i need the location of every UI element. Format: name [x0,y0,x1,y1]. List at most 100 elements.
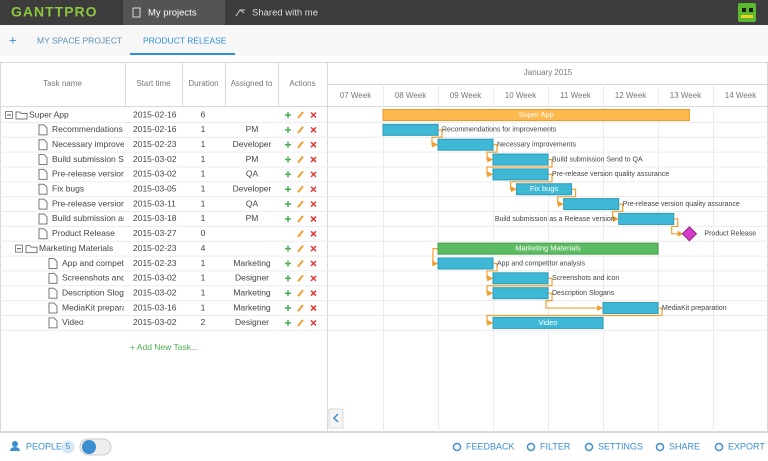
task-bar[interactable] [492,272,549,285]
edit[interactable] [297,111,304,119]
task-name[interactable]: Recommendations for improvements [52,124,191,134]
task-name[interactable]: MediaKit preparation [62,302,141,312]
action-icon [714,442,724,452]
task-name[interactable]: Video [62,317,84,327]
delete[interactable] [310,245,317,252]
task-bar[interactable] [602,302,659,315]
folder-icon [25,245,38,254]
task-bar[interactable] [492,287,549,300]
task-name[interactable]: Product Release [52,228,115,238]
footer-action[interactable]: FILTER [540,441,571,451]
task-name[interactable]: Necessary improvements [52,139,148,149]
people-button[interactable]: PEOPLE [26,441,62,451]
task-bar[interactable] [492,153,549,166]
edit[interactable] [297,259,304,268]
add-task[interactable]: + Add New Task... [130,342,198,352]
week-label: 12 Week [615,91,647,100]
task-name[interactable]: Fix bugs [52,184,84,194]
edit[interactable] [297,141,304,149]
bar-label: Marketing Materials [515,244,581,253]
collapse-button[interactable] [328,408,344,429]
avatar[interactable] [738,3,756,22]
project-tab[interactable]: PRODUCT RELEASE [143,35,227,45]
edit[interactable] [297,289,304,297]
bar-label: Pre-release version quality assurance [623,201,740,208]
add-subtask[interactable] [285,260,291,267]
delete[interactable] [310,186,317,193]
task-name[interactable]: Build submission as a Release version [52,213,198,223]
tab[interactable]: My projects [148,8,197,19]
add-project[interactable]: + [9,32,17,47]
footer-action[interactable]: FEEDBACK [466,441,515,451]
footer-action[interactable]: SETTINGS [598,441,643,451]
task-name[interactable]: Pre-release version quality assurance [52,198,194,208]
assigned-to: PM [246,154,259,164]
delete[interactable] [310,260,317,267]
footer-action[interactable]: EXPORT [728,441,765,451]
delete[interactable] [310,319,317,326]
edit[interactable] [297,319,304,327]
bar-label: Video [538,318,557,327]
delete[interactable] [310,215,317,222]
action-icon [584,442,594,452]
dependency-arrow [486,277,553,297]
edit[interactable] [297,170,304,179]
add-subtask[interactable] [285,141,291,148]
summary-bar[interactable] [382,109,690,121]
add-subtask[interactable] [285,112,291,118]
add-subtask[interactable] [285,156,291,163]
delete[interactable] [310,156,317,163]
edit[interactable] [297,185,304,193]
add-subtask[interactable] [285,290,291,297]
task-name[interactable]: Build submission Send to QA [52,154,162,164]
task-bar[interactable] [492,168,549,181]
task-name[interactable]: Pre-release version quality assurance [52,169,194,179]
task-bar[interactable] [516,183,573,196]
task-bar[interactable] [437,257,494,270]
task-bar[interactable] [618,212,675,225]
delete[interactable] [310,171,317,178]
footer-action[interactable]: SHARE [669,441,700,451]
edit[interactable] [297,215,304,223]
add-subtask[interactable] [285,186,291,193]
edit[interactable] [297,304,304,312]
task-bar[interactable] [563,198,620,211]
logo[interactable]: GANTTPRO [11,4,98,20]
delete[interactable] [310,230,317,237]
add-subtask[interactable] [285,126,291,133]
edit[interactable] [297,200,304,208]
add-subtask[interactable] [285,245,291,252]
add-subtask[interactable] [285,171,291,178]
summary-bar[interactable] [437,242,659,255]
add-subtask[interactable] [285,319,291,326]
delete[interactable] [310,126,317,133]
task-bar[interactable] [382,123,439,136]
edit[interactable] [297,274,304,282]
add-subtask[interactable] [285,215,291,222]
edit[interactable] [297,245,304,253]
edit[interactable] [297,230,304,238]
task-bar[interactable] [437,138,494,151]
task-name[interactable]: Description Slogans [62,287,138,297]
tab[interactable]: Shared with me [252,8,318,19]
task-name[interactable]: Super App [29,109,69,119]
delete[interactable] [310,111,317,119]
add-subtask[interactable] [285,275,291,282]
week-label: 10 Week [505,91,537,100]
delete[interactable] [310,201,317,208]
task-name[interactable]: Marketing Materials [39,243,113,253]
edit[interactable] [297,126,304,134]
task-name[interactable]: App and competitor analysis [62,258,169,268]
task-bar[interactable] [492,316,604,329]
delete[interactable] [310,290,317,297]
edit[interactable] [297,155,304,164]
milestone[interactable] [681,226,698,242]
delete[interactable] [310,305,317,312]
file-icon [38,168,48,180]
delete[interactable] [310,141,317,148]
add-subtask[interactable] [285,305,291,312]
task-name[interactable]: Screenshots and icon [62,273,144,283]
delete[interactable] [310,275,317,282]
add-subtask[interactable] [285,201,291,208]
project-tab[interactable]: MY SPACE PROJECT [37,35,122,45]
